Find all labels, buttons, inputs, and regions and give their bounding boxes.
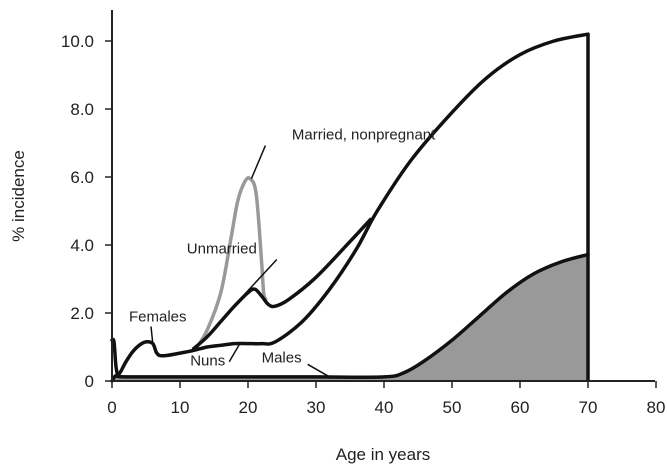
y-tick-label: 4.0: [70, 236, 94, 255]
annotation-females: Females: [129, 309, 187, 326]
x-tick-label: 10: [171, 398, 190, 417]
y-tick-label: 10.0: [61, 32, 94, 51]
annotation-unmarried: Unmarried: [187, 241, 257, 258]
annotations-layer: Married, nonpregnant Unmarried Females Nuns…: [129, 127, 436, 378]
annotation-males: Males: [262, 349, 302, 366]
x-tick-label: 80: [647, 398, 666, 417]
x-tick-label: 50: [443, 398, 462, 417]
annotation-married-nonpregnant: Married, nonpregnant: [292, 127, 436, 144]
series-line-unmarried: [191, 217, 373, 351]
y-tick-label: 2.0: [70, 304, 94, 323]
axes-layer: [111, 10, 655, 382]
y-tick-label: 0: [85, 372, 94, 391]
annotation-nuns: Nuns: [190, 353, 225, 370]
series-line-nuns: [219, 32, 590, 348]
y-tick-label: 6.0: [70, 168, 94, 187]
leader-line-unmarried: [244, 258, 278, 295]
x-tick-label: 70: [579, 398, 598, 417]
x-tick-label: 20: [239, 398, 258, 417]
series-line-married-nonpregnant: [195, 176, 268, 349]
leader-line-nuns: [228, 343, 241, 363]
x-tick-label: 30: [307, 398, 326, 417]
leader-line-married-nonpregnant: [250, 145, 267, 179]
ticks-layer: 0 10 20 30 40 50 60 70 80 0 2.0 4.0 6.0 8.0 10.0: [61, 32, 666, 417]
y-axis-title: % incidence: [9, 150, 28, 242]
x-tick-label: 40: [375, 398, 394, 417]
x-tick-label: 60: [511, 398, 530, 417]
series-line-females: [110, 337, 223, 377]
x-axis-title: Age in years: [336, 445, 431, 464]
area-males: [112, 254, 588, 381]
series-line-males: [110, 252, 590, 383]
leader-line-males: [307, 363, 330, 378]
leader-line-females: [150, 326, 154, 344]
y-tick-label: 8.0: [70, 100, 94, 119]
x-tick-label: 0: [107, 398, 116, 417]
series-layer: [110, 32, 590, 383]
